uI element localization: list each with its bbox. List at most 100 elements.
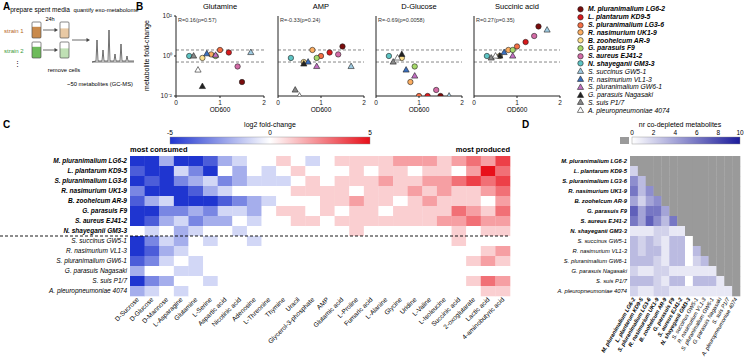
svg-text:1: 1	[319, 99, 323, 106]
svg-text:L-Alanine: L-Alanine	[364, 295, 389, 321]
svg-text:S. pluranimalium GW6-1: S. pluranimalium GW6-1	[679, 296, 715, 352]
svg-text:log2 fold-change: log2 fold-change	[244, 121, 296, 129]
svg-text:B. zoohelcum AR-9: B. zoohelcum AR-9	[68, 197, 127, 204]
svg-text:S. aureus EJ41-2: S. aureus EJ41-2	[75, 217, 127, 224]
svg-text:⋮: ⋮	[14, 60, 21, 67]
svg-text:Succinic acid: Succinic acid	[429, 295, 462, 328]
svg-text:R. nasimurium VL1-3: R. nasimurium VL1-3	[66, 247, 127, 254]
svg-text:S. pluranimalium LG3-6: S. pluranimalium LG3-6	[616, 296, 652, 353]
svg-text:S. pluranimalium GW6-1: S. pluranimalium GW6-1	[56, 257, 127, 265]
svg-text:D-Sucrose: D-Sucrose	[113, 295, 140, 323]
svg-text:L. plantarum KD9-5: L. plantarum KD9-5	[574, 168, 628, 174]
svg-text:S. pluranimalium LG3-6: S. pluranimalium LG3-6	[54, 177, 127, 185]
svg-text:10: 10	[736, 129, 744, 136]
svg-text:N. shayeganii GM3-3: N. shayeganii GM3-3	[63, 227, 127, 235]
svg-text:Nicotinic acid: Nicotinic acid	[210, 295, 243, 328]
svg-text:A. pleuropneumoniae 4074: A. pleuropneumoniae 4074	[48, 287, 127, 295]
svg-text:S. aureus EJ41-2: S. aureus EJ41-2	[581, 218, 628, 224]
svg-text:R. nasimurium UK1-9: R. nasimurium UK1-9	[61, 187, 127, 194]
svg-text:Aspartic acid: Aspartic acid	[196, 295, 228, 327]
svg-text:Glutamic acid: Glutamic acid	[311, 295, 345, 329]
svg-text:L-Proline: L-Proline	[335, 295, 360, 320]
svg-text:6: 6	[695, 129, 699, 136]
svg-text:5: 5	[368, 129, 372, 136]
svg-text:R. nasimurium VL1-3: R. nasimurium VL1-3	[676, 296, 707, 345]
svg-text:Adenosine: Adenosine	[230, 295, 257, 323]
svg-text:S. pluranimalium GW6-1: S. pluranimalium GW6-1	[564, 258, 627, 264]
svg-text:L-Threonine: L-Threonine	[241, 295, 272, 326]
svg-text:S. succinus GW5-1: S. succinus GW5-1	[670, 296, 700, 341]
svg-text:A. pleuropneumoniae 4074: A. pleuropneumoniae 4074	[700, 297, 739, 358]
svg-text:2-oxoglutarate: 2-oxoglutarate	[441, 295, 477, 331]
svg-text:L-Asparagine: L-Asparagine	[151, 295, 184, 329]
svg-text:D-Mannose: D-Mannose	[140, 295, 170, 325]
svg-text:S. suis P1/7: S. suis P1/7	[596, 278, 628, 284]
svg-text:A: A	[3, 1, 10, 12]
svg-text:strain 2: strain 2	[4, 48, 24, 54]
svg-text:R. nasimurium UK1-9: R. nasimurium UK1-9	[626, 296, 660, 348]
svg-text:S. succinus GW5-1: S. succinus GW5-1	[577, 238, 627, 244]
svg-text:L. plantarum KD9-5: L. plantarum KD9-5	[613, 296, 645, 344]
svg-text:G. parasuis Nagasaki: G. parasuis Nagasaki	[65, 267, 128, 275]
svg-text:10²: 10²	[163, 12, 173, 19]
svg-text:Fumaric acid: Fumaric acid	[342, 295, 374, 327]
svg-text:10⁰: 10⁰	[163, 52, 173, 59]
svg-text:0: 0	[374, 99, 378, 106]
svg-text:nr co-depleted metabolites: nr co-depleted metabolites	[639, 121, 722, 129]
svg-text:1: 1	[218, 99, 222, 106]
svg-text:2: 2	[460, 99, 464, 106]
svg-text:S. succinus GW5-1: S. succinus GW5-1	[71, 237, 127, 244]
svg-text:4-aminobutyric acid: 4-aminobutyric acid	[461, 295, 507, 341]
svg-text:10⁻²: 10⁻²	[161, 92, 173, 99]
svg-text:R. nasimurium UK1-9: R. nasimurium UK1-9	[568, 188, 627, 194]
svg-text:M. pluranimalium LG6-2: M. pluranimalium LG6-2	[561, 158, 627, 164]
svg-text:L-Isoleucine: L-Isoleucine	[417, 295, 447, 326]
svg-text:N. shayeganii GM3-3: N. shayeganii GM3-3	[570, 228, 627, 234]
svg-text:C: C	[3, 119, 10, 130]
svg-text:24h: 24h	[45, 16, 54, 22]
svg-text:R. nasimurium VL1-3: R. nasimurium VL1-3	[573, 248, 628, 254]
svg-text:0: 0	[174, 99, 178, 106]
svg-text:2: 2	[558, 99, 562, 106]
svg-text:2: 2	[652, 129, 656, 136]
svg-text:2: 2	[262, 99, 266, 106]
svg-text:M. pluranimalium LG6-2: M. pluranimalium LG6-2	[53, 157, 127, 165]
svg-text:8: 8	[717, 129, 721, 136]
svg-text:S. pluranimalium LG3-6: S. pluranimalium LG3-6	[562, 178, 628, 184]
svg-text:B. zoohelcum AR-9: B. zoohelcum AR-9	[637, 296, 668, 343]
svg-text:G. parasuis F9: G. parasuis F9	[651, 296, 676, 333]
svg-text:G. parasuis F9: G. parasuis F9	[587, 208, 628, 214]
svg-text:most produced: most produced	[456, 145, 511, 154]
svg-text:2: 2	[362, 99, 366, 106]
svg-text:1: 1	[417, 99, 421, 106]
svg-text:~50 metabolites (GC-MS): ~50 metabolites (GC-MS)	[67, 81, 133, 87]
svg-text:G. parasuis Nagasaki: G. parasuis Nagasaki	[572, 268, 628, 274]
svg-text:B. zoohelcum AR-9: B. zoohelcum AR-9	[574, 198, 627, 204]
svg-text:strain 1: strain 1	[4, 28, 24, 34]
svg-text:4: 4	[673, 129, 677, 136]
svg-text:G. parasuis Nagasaki: G. parasuis Nagasaki	[691, 296, 723, 345]
svg-text:0: 0	[268, 129, 272, 136]
svg-text:M. pluranimalium LG6-2: M. pluranimalium LG6-2	[599, 296, 637, 354]
svg-text:D-Glucose: D-Glucose	[128, 295, 155, 323]
svg-text:S. aureus EJ41-2: S. aureus EJ41-2	[656, 296, 684, 338]
svg-text:prepare spent media: prepare spent media	[10, 6, 70, 14]
svg-text:Glutamine: Glutamine	[172, 295, 199, 322]
svg-text:G. parasuis F9: G. parasuis F9	[82, 207, 127, 215]
svg-text:S. suis P1/7: S. suis P1/7	[92, 277, 127, 284]
svg-text:0: 0	[630, 129, 634, 136]
svg-text:Glycerol-3-phosphate: Glycerol-3-phosphate	[266, 295, 316, 345]
svg-text:most consumed: most consumed	[130, 145, 188, 154]
svg-text:L. plantarum KD9-5: L. plantarum KD9-5	[67, 167, 127, 175]
svg-text:N. shayeganii GM3-3: N. shayeganii GM3-3	[659, 296, 692, 347]
svg-text:D: D	[522, 119, 529, 130]
svg-text:A. pleuropneumoniae 4074: A. pleuropneumoniae 4074	[556, 288, 627, 294]
svg-text:1: 1	[515, 99, 519, 106]
svg-text:B: B	[136, 1, 143, 12]
svg-text:-5: -5	[167, 129, 173, 136]
svg-text:remove cells: remove cells	[48, 67, 81, 73]
svg-text:0: 0	[276, 99, 280, 106]
svg-text:quantify exo-metabolome: quantify exo-metabolome	[73, 7, 138, 13]
svg-text:0: 0	[472, 99, 476, 106]
svg-text:Lactic acid: Lactic acid	[464, 295, 491, 323]
